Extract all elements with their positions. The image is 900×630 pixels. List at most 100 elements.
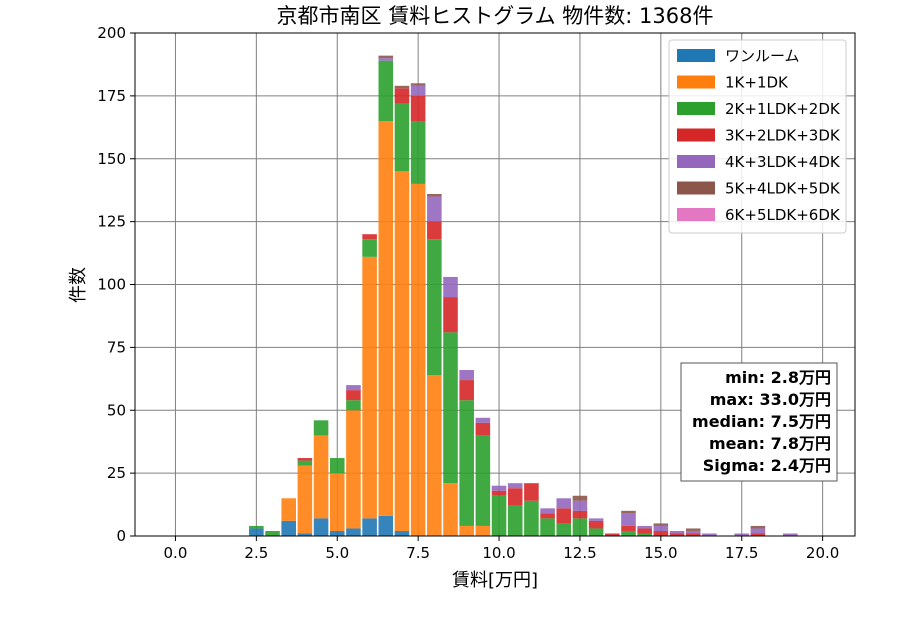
bar-segment bbox=[572, 500, 588, 511]
bar-segment bbox=[410, 95, 426, 122]
legend-swatch bbox=[677, 75, 715, 89]
bar-segment bbox=[410, 85, 426, 96]
bar-segment bbox=[475, 435, 491, 526]
bar-segment bbox=[394, 88, 410, 104]
bar-segment bbox=[685, 533, 701, 536]
bar-segment bbox=[265, 530, 280, 536]
bar-segment bbox=[556, 508, 572, 524]
bar-segment bbox=[556, 498, 572, 509]
bar-segment bbox=[249, 528, 264, 536]
bar-segment bbox=[669, 533, 685, 536]
stats-line: Sigma: 2.4万円 bbox=[703, 456, 831, 475]
stats-frame bbox=[680, 362, 838, 482]
bar-segment bbox=[750, 525, 766, 529]
bar-segment bbox=[346, 410, 361, 529]
x-tick-label: 7.5 bbox=[406, 544, 430, 562]
bar-segment bbox=[588, 528, 604, 536]
x-tick-label: 17.5 bbox=[725, 544, 758, 562]
bar-segment bbox=[362, 239, 377, 257]
bar-segment bbox=[443, 276, 458, 298]
bar-segment bbox=[362, 256, 377, 519]
bar-segment bbox=[427, 196, 442, 222]
legend: ワンルーム 1K+1DK 2K+1LDK+2DK 3K+2LDK+3DK 4K+3LDK… bbox=[668, 39, 847, 234]
bar-segment bbox=[346, 400, 361, 411]
legend-label: 1K+1DK bbox=[725, 74, 789, 92]
bar-segment bbox=[394, 530, 410, 536]
bar-segment bbox=[524, 500, 539, 536]
bar-segment bbox=[637, 525, 652, 529]
legend-swatch bbox=[677, 49, 715, 62]
bar-segment bbox=[475, 422, 491, 436]
bar-segment bbox=[459, 400, 474, 526]
stats-line: min: 2.8万円 bbox=[725, 368, 831, 387]
bar-segment bbox=[329, 473, 345, 531]
stats-line: mean: 7.8万円 bbox=[709, 434, 831, 453]
bar-segment bbox=[556, 523, 572, 536]
bar-segment bbox=[507, 505, 523, 536]
bar-stacks bbox=[249, 55, 798, 536]
bar-segment bbox=[378, 121, 394, 516]
legend-label: 5K+4LDK+5DK bbox=[725, 180, 841, 198]
bar-segment bbox=[427, 221, 442, 240]
bar-segment bbox=[507, 483, 523, 489]
bar-segment bbox=[410, 183, 426, 536]
bar-segment bbox=[475, 525, 491, 536]
bar-segment bbox=[329, 530, 345, 536]
bar-segment bbox=[313, 518, 329, 536]
bar-segment bbox=[427, 239, 442, 376]
bar-segment bbox=[362, 518, 377, 536]
y-axis-ticks: 0 25 50 75 100 125 150 175 200 bbox=[97, 24, 135, 545]
y-tick-label: 25 bbox=[107, 464, 126, 482]
bar-segment bbox=[427, 193, 442, 197]
x-axis-ticks: 0.0 2.5 5.0 7.5 10.0 12.5 15.0 17.5 20.0 bbox=[164, 536, 839, 562]
bar-segment bbox=[410, 83, 426, 86]
bar-segment bbox=[750, 528, 766, 534]
bar-segment bbox=[669, 530, 685, 534]
bar-segment bbox=[313, 420, 329, 436]
bar-segment bbox=[572, 518, 588, 536]
bar-segment bbox=[605, 533, 620, 536]
bar-segment bbox=[540, 513, 555, 519]
bar-segment bbox=[782, 533, 798, 536]
bar-segment bbox=[621, 530, 636, 536]
legend-label: 3K+2LDK+3DK bbox=[725, 127, 841, 145]
bar-segment bbox=[507, 488, 523, 506]
bar-segment bbox=[491, 485, 507, 491]
bar-segment bbox=[653, 530, 669, 536]
bar-segment bbox=[297, 465, 313, 534]
bar-segment bbox=[734, 533, 750, 536]
bar-segment bbox=[297, 458, 313, 461]
bar-segment bbox=[459, 380, 474, 401]
bar-segment bbox=[621, 525, 636, 531]
bar-segment bbox=[750, 533, 766, 536]
x-tick-label: 5.0 bbox=[325, 544, 349, 562]
x-tick-label: 0.0 bbox=[164, 544, 188, 562]
bar-segment bbox=[524, 483, 539, 501]
legend-swatch bbox=[677, 128, 715, 142]
bar-segment bbox=[249, 525, 264, 529]
bar-segment bbox=[653, 523, 669, 526]
stats-line: median: 7.5万円 bbox=[692, 412, 831, 431]
bar-segment bbox=[443, 332, 458, 484]
bar-segment bbox=[588, 520, 604, 529]
chart-title: 京都市南区 賃料ヒストグラム 物件数: 1368件 bbox=[277, 4, 714, 28]
bar-segment bbox=[378, 515, 394, 536]
bar-segment bbox=[329, 458, 345, 474]
stats-box: min: 2.8万円 max: 33.0万円 median: 7.5万円 mean: … bbox=[680, 362, 838, 482]
y-tick-label: 0 bbox=[116, 527, 126, 545]
bar-segment bbox=[313, 435, 329, 519]
legend-label: 6K+5LDK+6DK bbox=[725, 206, 841, 224]
bar-segment bbox=[394, 85, 410, 89]
bar-segment bbox=[346, 528, 361, 536]
x-tick-label: 15.0 bbox=[644, 544, 677, 562]
bar-segment bbox=[427, 375, 442, 536]
bar-segment bbox=[459, 525, 474, 536]
bar-segment bbox=[410, 121, 426, 184]
legend-label: 4K+3LDK+4DK bbox=[725, 153, 841, 171]
bar-segment bbox=[443, 297, 458, 333]
bar-segment bbox=[346, 390, 361, 401]
y-tick-label: 100 bbox=[97, 276, 126, 294]
bar-segment bbox=[621, 513, 636, 526]
x-tick-label: 2.5 bbox=[244, 544, 268, 562]
